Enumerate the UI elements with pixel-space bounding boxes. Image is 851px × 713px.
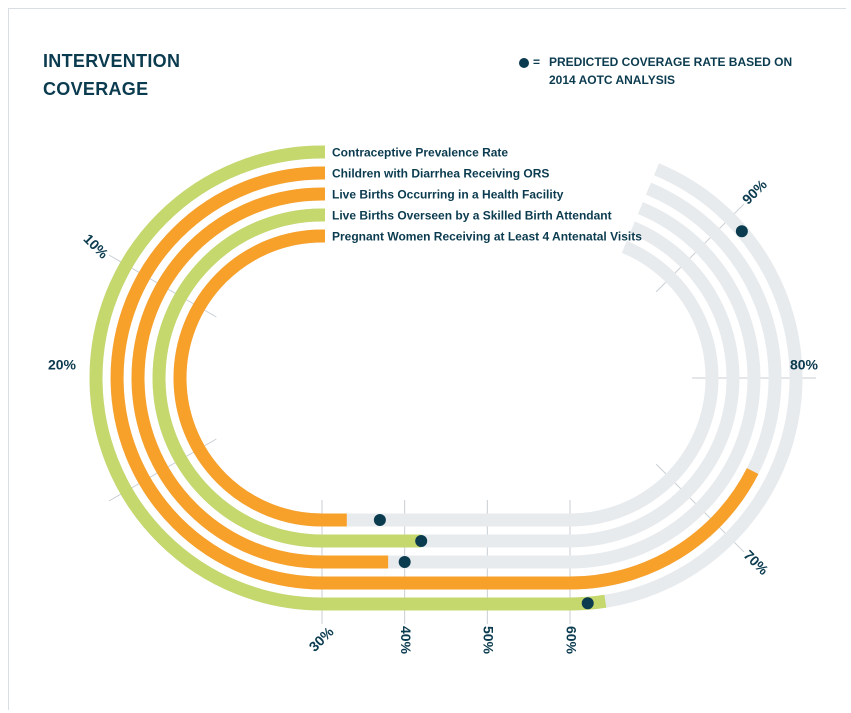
legend-text-line-1: PREDICTED COVERAGE RATE BASED ON [549,55,793,69]
track-4-seg-0 [173,229,323,527]
chart-title-line-2: COVERAGE [43,79,149,99]
track-3-seg-2 [569,221,740,548]
predicted-dot-0 [581,597,594,610]
predicted-dot-3 [415,535,428,547]
series-bar-1-seg-0 [110,166,323,590]
predicted-dot-extra-0 [735,225,748,238]
chart-title-line-1: INTERVENTION [43,51,181,71]
legend-text-line-2: 2014 AOTC ANALYSIS [549,73,676,87]
tick-label-30: 30% [306,623,338,655]
series-bar-3-seg-0 [152,208,323,548]
tick-label-10: 10% [80,231,112,263]
chart-title: INTERVENTION COVERAGE [43,47,180,103]
track-4-seg-2 [569,240,719,527]
series-bar-1-seg-2 [569,468,759,590]
tick-label-50: 50% [481,626,497,655]
predicted-dot-2 [398,556,411,568]
tick-label-20: 20% [48,357,77,373]
tick-label-40: 40% [398,626,414,655]
series-label-3: Live Births Overseen by a Skilled Birth … [332,209,612,223]
tick-label-70: 70% [741,547,773,579]
legend-dot-marker [519,58,529,68]
series-label-1: Children with Diarrhea Receiving ORS [332,167,549,181]
series-bar-2-seg-0 [131,187,323,569]
track-0-seg-2 [569,163,803,611]
series-labels: Contraceptive Prevalence Rate Children wi… [332,146,642,244]
series-label-4: Pregnant Women Receiving at Least 4 Ante… [332,230,642,244]
predicted-dots [373,225,748,610]
series-bar-0-seg-0 [89,145,323,611]
legend-text: PREDICTED COVERAGE RATE BASED ON 2014 AO… [549,53,849,89]
series-label-2: Live Births Occurring in a Health Facili… [332,188,564,202]
series-label-0: Contraceptive Prevalence Rate [332,146,508,160]
tick-label-60: 60% [563,626,579,655]
tick-label-80: 80% [790,357,819,373]
tick-label-90: 90% [739,176,771,208]
series-bar-4-seg-0 [173,229,323,527]
legend-equals: = [533,55,541,69]
track-2-seg-2 [569,202,761,569]
predicted-dot-4 [373,514,386,526]
series-bars [89,145,759,611]
